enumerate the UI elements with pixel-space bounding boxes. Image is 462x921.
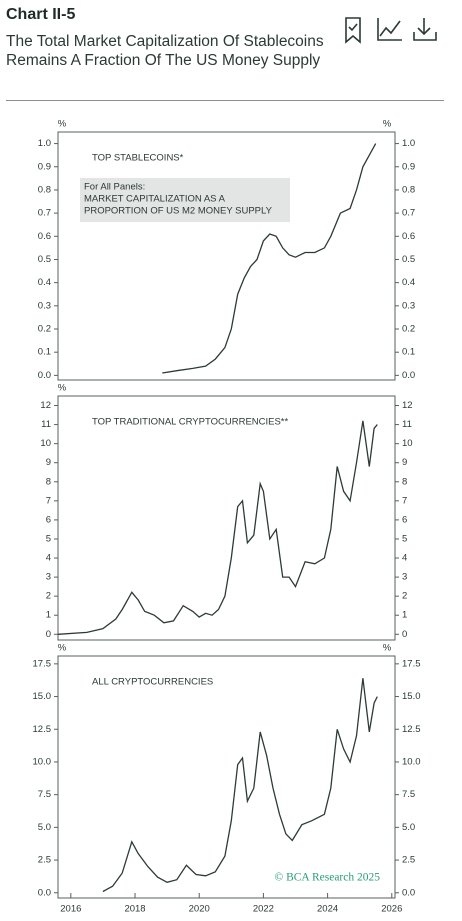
y-tick-label: 4 — [46, 553, 51, 564]
y2-tick-label: 7.5 — [402, 789, 415, 800]
y2-tick-label: 0 — [402, 629, 407, 640]
y2-tick-label: 8 — [402, 476, 407, 487]
y-tick-label: 7 — [46, 495, 51, 506]
y-tick-label: 0 — [46, 629, 51, 640]
plot-frame — [57, 395, 396, 641]
y2-tick-label: 0.8 — [402, 184, 415, 195]
y2-tick-label: 0.4 — [402, 277, 415, 288]
y-tick-label: 10.0 — [33, 756, 52, 767]
y2-tick-label: 15.0 — [402, 691, 421, 702]
y2-tick-label: 0.7 — [402, 208, 415, 219]
y-axis-unit: % — [58, 643, 67, 654]
y2-tick-label: 0.5 — [402, 254, 415, 265]
x-tick-label: 2016 — [60, 904, 81, 915]
y-tick-label: 0.8 — [38, 184, 51, 195]
source: © BCA Research 2025 — [274, 872, 380, 884]
note-line: PROPORTION OF US M2 MONEY SUPPLY — [84, 206, 273, 217]
y-tick-label: 6 — [46, 514, 51, 525]
y-tick-label: 0.4 — [38, 277, 51, 288]
x-tick-label: 2018 — [124, 904, 145, 915]
y2-tick-label: 9 — [402, 457, 407, 468]
note-line: For All Panels: — [84, 182, 145, 193]
y-tick-label: 0.2 — [38, 324, 51, 335]
line — [57, 420, 378, 635]
y-tick-label: 11 — [41, 419, 51, 430]
note-box — [80, 178, 290, 222]
y-tick-label: 9 — [46, 457, 51, 468]
note-line: MARKET CAPITALIZATION AS A — [84, 194, 226, 205]
y2-tick-label: 2 — [402, 591, 407, 602]
plot-frame — [57, 131, 396, 381]
line — [102, 678, 378, 893]
y2-tick-label: 0.0 — [402, 370, 415, 381]
plot-frame — [57, 655, 396, 899]
y2-tick-label: 12.5 — [402, 724, 421, 735]
y-tick-label: 0.0 — [38, 370, 51, 381]
line — [162, 143, 377, 374]
y-tick-label: 0.1 — [38, 347, 51, 358]
panel-title: TOP TRADITIONAL CRYPTOCURRENCIES** — [92, 417, 289, 428]
y-tick-label: 7.5 — [38, 789, 51, 800]
y2-axis-unit: % — [383, 643, 392, 654]
y-tick-label: 1 — [46, 610, 51, 621]
y-tick-label: 5.0 — [38, 822, 51, 833]
y2-tick-label: 3 — [402, 572, 407, 583]
y2-tick-label: 0.0 — [402, 887, 415, 898]
x-tick-label: 2026 — [381, 904, 402, 915]
y-tick-label: 0.6 — [38, 231, 51, 242]
y2-tick-label: 1 — [402, 610, 407, 621]
y2-tick-label: 0.9 — [402, 161, 415, 172]
panel-title: ALL CRYPTOCURRENCIES — [92, 677, 213, 688]
y-tick-label: 15.0 — [33, 691, 52, 702]
download-icon[interactable] — [413, 18, 437, 41]
y-axis-unit: % — [58, 119, 67, 130]
panel-title: TOP STABLECOINS* — [92, 153, 184, 164]
y2-tick-label: 10 — [402, 438, 413, 449]
y-tick-label: 0.5 — [38, 254, 51, 265]
y-tick-label: 12 — [40, 400, 51, 411]
y-tick-label: 0.7 — [38, 208, 51, 219]
x-tick-label: 2020 — [189, 904, 210, 915]
y2-tick-label: 5 — [402, 533, 407, 544]
y2-tick-label: 6 — [402, 514, 407, 525]
bookmark-icon[interactable] — [345, 17, 361, 44]
y-tick-label: 5 — [46, 533, 51, 544]
y-tick-label: 2.5 — [38, 855, 51, 866]
y2-tick-label: 4 — [402, 553, 407, 564]
y2-tick-label: 11 — [402, 419, 412, 430]
divider — [6, 100, 444, 101]
y2-tick-label: 5.0 — [402, 822, 415, 833]
y2-axis-unit: % — [383, 119, 392, 130]
x-tick-label: 2024 — [317, 904, 338, 915]
chart-icon[interactable] — [377, 18, 402, 41]
chart-label: Chart II-5 — [6, 6, 76, 23]
y2-tick-label: 0.3 — [402, 300, 415, 311]
y2-tick-label: 0.1 — [402, 347, 415, 358]
toolbar — [345, 17, 437, 44]
y2-tick-label: 10.0 — [402, 756, 421, 767]
y-tick-label: 0.0 — [38, 887, 51, 898]
y-tick-label: 10 — [40, 438, 51, 449]
y-tick-label: 3 — [46, 572, 51, 583]
y-tick-label: 0.9 — [38, 161, 51, 172]
y-tick-label: 8 — [46, 476, 51, 487]
chart-title: The Total Market Capitalization Of Stabl… — [6, 33, 324, 69]
y-tick-label: 2 — [46, 591, 51, 602]
y-tick-label: 17.5 — [33, 658, 52, 669]
y-axis-unit: % — [58, 383, 67, 394]
y-tick-label: 1.0 — [38, 138, 51, 149]
y2-tick-label: 0.6 — [402, 231, 415, 242]
y2-tick-label: 2.5 — [402, 855, 415, 866]
y-tick-label: 12.5 — [33, 724, 52, 735]
x-tick-label: 2022 — [253, 904, 274, 915]
y-tick-label: 0.3 — [38, 300, 51, 311]
y2-tick-label: 17.5 — [402, 658, 421, 669]
y2-tick-label: 1.0 — [402, 138, 415, 149]
y2-tick-label: 7 — [402, 495, 407, 506]
y2-tick-label: 0.2 — [402, 324, 415, 335]
y2-tick-label: 12 — [402, 400, 413, 411]
